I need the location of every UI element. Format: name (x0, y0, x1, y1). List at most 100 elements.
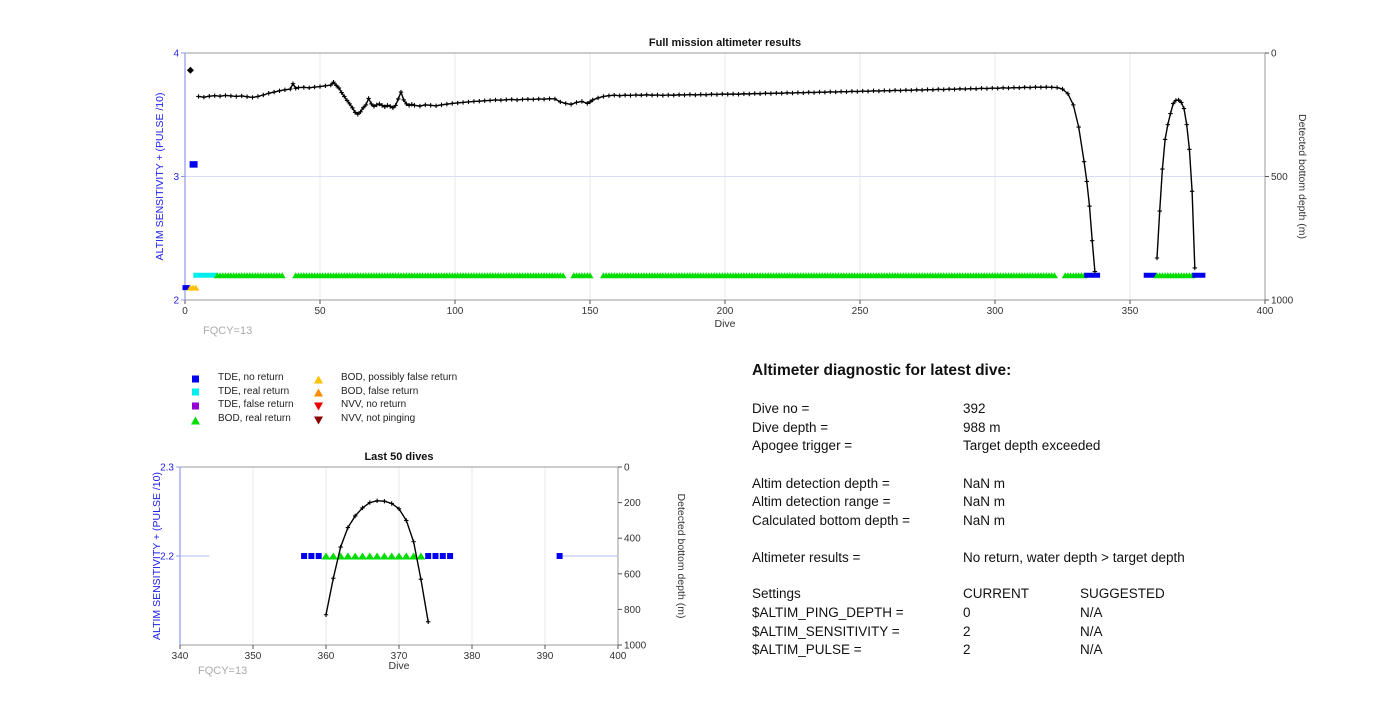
x-tick-label: 200 (717, 306, 734, 317)
y-left-tick-label: 4 (173, 49, 179, 60)
legend-item-tde-no-return: TDE, no return (190, 371, 294, 385)
marker-run (1061, 272, 1088, 279)
legend-item-tde-false-return: TDE, false return (190, 398, 294, 412)
dive-no-value: 392 (963, 401, 986, 416)
altimeter-results-label: Altimeter results = (752, 550, 861, 565)
marker-run (1153, 272, 1196, 279)
altim-ping-depth-row: $ALTIM_PING_DEPTH = 0 N/A (752, 605, 1103, 620)
marker-run (556, 553, 563, 559)
legend-column-2: BOD, possibly false return BOD, false re… (313, 371, 457, 425)
altim-detection-depth-row: Altim detection depth = NaN m (752, 476, 1005, 491)
x-tick-label: 150 (582, 306, 599, 317)
legend-item-nvv-not-pinging: NVV, not pinging (313, 412, 457, 426)
x-tick-label: 400 (1257, 306, 1274, 317)
y-right-tick-label: 600 (624, 569, 641, 580)
x-tick-label: 370 (391, 651, 408, 662)
marker-run (193, 272, 218, 278)
altim-detection-range-value: NaN m (963, 494, 1006, 509)
marker-run (213, 272, 286, 279)
x-tick-label: 300 (987, 306, 1004, 317)
altimeter-results-value: No return, water depth > target depth (963, 550, 1185, 565)
legend-column-1: TDE, no return TDE, real return TDE, fal… (190, 371, 294, 425)
bod-real-return-triangle-icon (190, 413, 202, 425)
dive-depth-value: 988 m (963, 420, 1001, 435)
calculated-bottom-depth-value: NaN m (963, 513, 1006, 528)
altim-ping-depth-suggested: N/A (1080, 605, 1103, 620)
y-right-axis-label: Detected bottom depth (m) (1296, 114, 1308, 239)
altim-sensitivity-row: $ALTIM_SENSITIVITY = 2 N/A (752, 624, 1103, 639)
settings-header-suggested: SUGGESTED (1080, 586, 1165, 601)
altim-detection-range-row: Altim detection range = NaN m (752, 494, 1005, 509)
legend-item-label: NVV, no return (341, 399, 407, 411)
x-tick-label: 340 (172, 651, 189, 662)
legend-item-bod-real-return: BOD, real return (190, 412, 294, 426)
altim-detection-depth-label: Altim detection depth = (752, 476, 890, 491)
y-right-tick-label: 0 (624, 463, 630, 474)
marker-run (1143, 272, 1157, 278)
y-left-tick-label: 3 (173, 172, 179, 183)
legend-item-nvv-no-return: NVV, no return (313, 398, 457, 412)
x-tick-label: 400 (610, 651, 627, 662)
isolated-diamond-point (186, 66, 194, 74)
depth-curve-markers (323, 498, 431, 625)
y-left-tick-label: 2.3 (160, 463, 174, 474)
altim-pulse-row: $ALTIM_PULSE = 2 N/A (752, 642, 1103, 657)
depth-curve-markers (196, 79, 1098, 274)
chart-title: Last 50 dives (364, 451, 433, 463)
tde-no-return-square-icon (190, 372, 202, 384)
depth-curve (325, 500, 429, 622)
x-tick-label: 50 (314, 306, 326, 317)
settings-header-label: Settings (752, 586, 801, 601)
x-tick-label: 360 (318, 651, 335, 662)
y-left-tick-label: 2.2 (160, 552, 174, 563)
x-tick-label: 350 (245, 651, 262, 662)
y-right-tick-label: 200 (624, 498, 641, 509)
y-left-tick-label: 2 (173, 296, 179, 307)
marker-run (1192, 272, 1206, 278)
tde-real-return-square-icon (190, 385, 202, 397)
marker-run (1084, 272, 1101, 278)
x-tick-label: 100 (447, 306, 464, 317)
legend-item-label: TDE, real return (218, 385, 290, 397)
altim-ping-depth-label: $ALTIM_PING_DEPTH = (752, 605, 904, 620)
y-right-tick-label: 800 (624, 605, 641, 616)
legend-item-label: BOD, real return (218, 413, 291, 425)
altim-ping-depth-current: 0 (963, 605, 971, 620)
nvv-not-pinging-triangle-down-icon (313, 413, 325, 425)
marker-run (186, 284, 200, 291)
fqcy-annotation: FQCY=13 (198, 665, 247, 677)
dive-depth-row: Dive depth = 988 m (752, 420, 1001, 435)
legend-item-label: BOD, false return (341, 385, 419, 397)
marker-run (292, 272, 567, 279)
settings-header-current: CURRENT (963, 586, 1029, 601)
legend-item-label: TDE, no return (218, 372, 284, 384)
fqcy-annotation: FQCY=13 (203, 325, 252, 337)
x-axis-label: Dive (388, 660, 409, 672)
legend-item-label: TDE, false return (218, 399, 294, 411)
x-axis-label: Dive (714, 318, 735, 330)
y-right-tick-label: 1000 (624, 641, 647, 652)
x-tick-label: 390 (537, 651, 554, 662)
altim-detection-range-label: Altim detection range = (752, 494, 891, 509)
y-left-axis-label: ALTIM SENSITIVITY + (PULSE /10) (151, 472, 163, 640)
y-right-tick-label: 1000 (1271, 296, 1294, 307)
tde-false-return-square-icon (190, 399, 202, 411)
calculated-bottom-depth-label: Calculated bottom depth = (752, 513, 910, 528)
altim-sensitivity-suggested: N/A (1080, 624, 1103, 639)
marker-run (301, 553, 322, 559)
depth-curve-markers (1154, 97, 1197, 271)
x-tick-label: 350 (1122, 306, 1139, 317)
altim-detection-depth-value: NaN m (963, 476, 1006, 491)
apogee-trigger-row: Apogee trigger = Target depth exceeded (752, 438, 1100, 453)
isolated-square-point (189, 161, 198, 168)
marker-run (600, 272, 1058, 279)
altim-sensitivity-label: $ALTIM_SENSITIVITY = (752, 624, 900, 639)
dive-no-label: Dive no = (752, 401, 810, 416)
altim-pulse-current: 2 (963, 642, 971, 657)
legend-item-bod-possibly-false: BOD, possibly false return (313, 371, 457, 385)
nvv-no-return-triangle-down-icon (313, 399, 325, 411)
settings-header-row: Settings CURRENT SUGGESTED (752, 586, 1165, 601)
marker-run (321, 552, 426, 560)
